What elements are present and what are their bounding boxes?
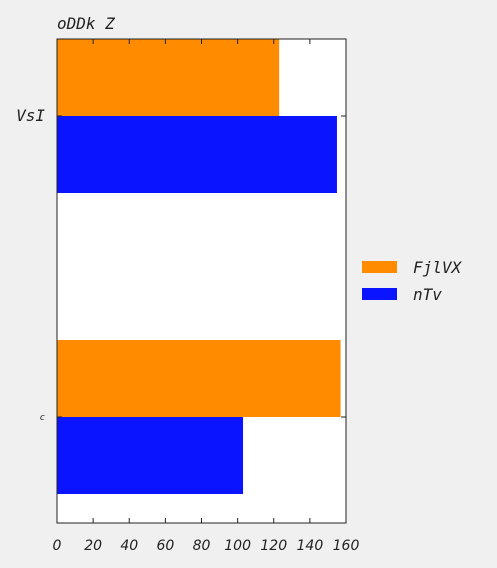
x-tick-label: 100 bbox=[224, 538, 251, 554]
y-tick-label: VsI bbox=[16, 106, 45, 125]
y-tick-label: c bbox=[40, 413, 45, 423]
x-tick-label: 160 bbox=[333, 538, 360, 554]
bar-FjlVX-c bbox=[57, 340, 341, 417]
legend: FjlVX nTv bbox=[362, 258, 463, 304]
x-tick-label: 80 bbox=[193, 538, 211, 554]
y-axis: VsI c bbox=[16, 106, 346, 423]
x-axis: 0 20 40 60 80 100 120 140 160 bbox=[53, 39, 360, 554]
legend-label-FjlVX: FjlVX bbox=[413, 258, 463, 277]
x-tick-label: 0 bbox=[53, 538, 62, 554]
x-tick-label: 120 bbox=[260, 538, 287, 554]
bar-FjlVX-VsI bbox=[57, 39, 280, 116]
x-tick-label: 140 bbox=[297, 538, 324, 554]
x-tick-label: 60 bbox=[156, 538, 174, 554]
legend-label-nTv: nTv bbox=[413, 285, 442, 304]
bar-nTv-VsI bbox=[57, 116, 337, 193]
legend-swatch-FjlVX bbox=[362, 261, 397, 273]
chart-title: oDDk Z bbox=[57, 14, 115, 33]
legend-swatch-nTv bbox=[362, 288, 397, 300]
bar-nTv-c bbox=[57, 417, 244, 494]
bars-layer bbox=[57, 39, 341, 494]
x-tick-label: 20 bbox=[84, 538, 102, 554]
x-tick-label: 40 bbox=[120, 538, 138, 554]
